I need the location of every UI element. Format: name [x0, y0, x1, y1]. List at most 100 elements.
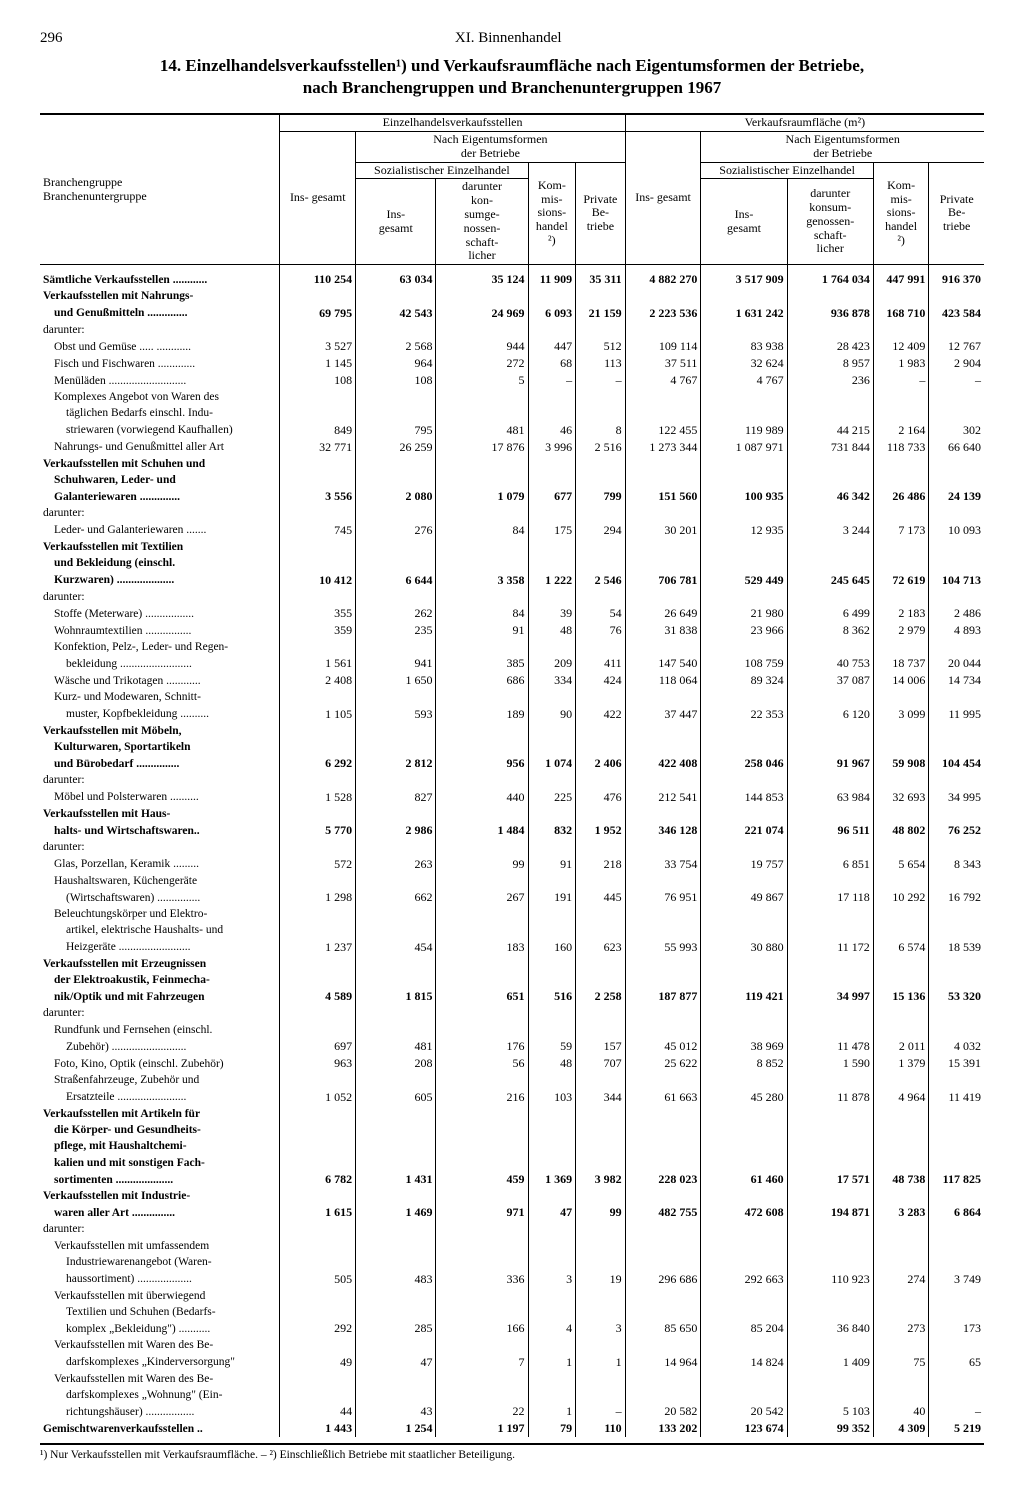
cell [625, 906, 701, 922]
cell [625, 922, 701, 938]
cell: 17 571 [787, 1171, 873, 1188]
table-row: halts- und Wirtschaftswaren..5 7702 9861… [40, 822, 984, 839]
cell: 1 273 344 [625, 439, 701, 456]
cell [280, 1122, 356, 1138]
cell [436, 1106, 528, 1122]
table-row: artikel, elektrische Haushalts- und [40, 922, 984, 938]
cell [356, 1238, 436, 1254]
row-label: (Wirtschaftswaren) ............... [40, 889, 280, 906]
cell [356, 472, 436, 488]
cell [528, 972, 576, 988]
row-label: waren aller Art ............... [40, 1204, 280, 1221]
cell [576, 1254, 626, 1270]
cell [576, 839, 626, 855]
cell [625, 1238, 701, 1254]
cell: 3 996 [528, 439, 576, 456]
cell [356, 505, 436, 521]
cell: 26 486 [873, 488, 929, 505]
cell: 89 324 [701, 672, 787, 689]
cell: 187 877 [625, 988, 701, 1005]
cell [280, 405, 356, 421]
cell [929, 1072, 984, 1088]
cell [929, 1254, 984, 1270]
cell [280, 806, 356, 822]
cell: 40 753 [787, 655, 873, 672]
table-row: (Wirtschaftswaren) ...............1 2986… [40, 889, 984, 906]
row-label: Komplexes Angebot von Waren des [40, 389, 280, 405]
head-eigentum-1: Nach Eigentumsformen der Betriebe [356, 131, 626, 162]
cell [576, 1005, 626, 1021]
cell: 12 767 [929, 338, 984, 355]
cell: 6 120 [787, 706, 873, 723]
cell: 447 991 [873, 271, 929, 288]
cell [787, 1221, 873, 1237]
cell [873, 456, 929, 472]
cell [787, 972, 873, 988]
cell [787, 739, 873, 755]
cell [787, 472, 873, 488]
cell: 108 759 [701, 655, 787, 672]
table-row: darunter: [40, 1005, 984, 1021]
cell [280, 555, 356, 571]
cell [929, 1188, 984, 1204]
cell: 8 343 [929, 856, 984, 873]
table-row: kalien und mit sonstigen Fach- [40, 1155, 984, 1171]
row-label: striewaren (vorwiegend Kaufhallen) [40, 422, 280, 439]
cell [528, 1106, 576, 1122]
cell [873, 1138, 929, 1154]
cell [356, 689, 436, 705]
row-label: darfskomplexes „Wohnung" (Ein- [40, 1387, 280, 1403]
cell [929, 873, 984, 889]
cell: 18 539 [929, 939, 984, 956]
cell [701, 839, 787, 855]
cell: 593 [356, 706, 436, 723]
cell [787, 1387, 873, 1403]
cell: 276 [356, 522, 436, 539]
cell [576, 589, 626, 605]
table-row: Wäsche und Trikotagen ............2 4081… [40, 672, 984, 689]
cell: 99 352 [787, 1420, 873, 1437]
cell [280, 922, 356, 938]
cell: 104 454 [929, 755, 984, 772]
row-label: komplex „Bekleidung") ........... [40, 1320, 280, 1337]
table-row: darunter: [40, 589, 984, 605]
cell [436, 1337, 528, 1353]
cell [701, 322, 787, 338]
table-row: darunter: [40, 1221, 984, 1237]
cell: 285 [356, 1320, 436, 1337]
row-label: darunter: [40, 1005, 280, 1021]
row-label: darfskomplexes „Kinderversorgung" [40, 1354, 280, 1371]
cell [528, 1371, 576, 1387]
cell: 118 733 [873, 439, 929, 456]
cell [873, 322, 929, 338]
cell [528, 772, 576, 788]
cell: 122 455 [625, 422, 701, 439]
cell [356, 1155, 436, 1171]
row-label: pflege, mit Haushaltchemi- [40, 1138, 280, 1154]
cell: 4 882 270 [625, 271, 701, 288]
cell [701, 505, 787, 521]
cell [873, 1254, 929, 1270]
cell [873, 972, 929, 988]
cell: 936 878 [787, 305, 873, 322]
cell [528, 723, 576, 739]
cell: 43 [356, 1403, 436, 1420]
cell [625, 288, 701, 304]
cell: 459 [436, 1171, 528, 1188]
row-label: richtungshäuser) ................. [40, 1403, 280, 1420]
cell [576, 906, 626, 922]
cell: 15 136 [873, 988, 929, 1005]
cell: 6 093 [528, 305, 576, 322]
cell [787, 772, 873, 788]
cell [436, 322, 528, 338]
cell [528, 1188, 576, 1204]
cell [701, 772, 787, 788]
cell: 5 654 [873, 856, 929, 873]
cell: 218 [576, 856, 626, 873]
cell: 273 [873, 1320, 929, 1337]
cell [625, 806, 701, 822]
cell [528, 739, 576, 755]
table-row: Verkaufsstellen mit Textilien [40, 539, 984, 555]
cell: 8 [576, 422, 626, 439]
cell: 32 771 [280, 439, 356, 456]
